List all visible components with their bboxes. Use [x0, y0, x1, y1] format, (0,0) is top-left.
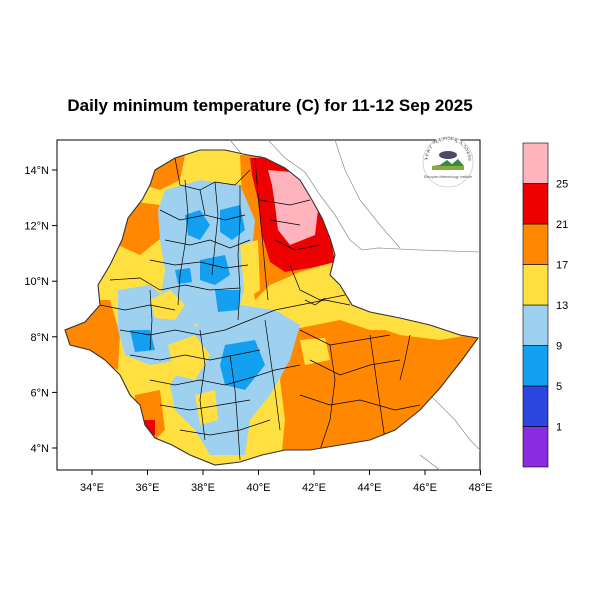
x-tick-label: 40°E — [247, 482, 271, 494]
y-tick-label: 6°N — [31, 387, 50, 399]
logo-caption: Ethiopian Meteorology Institute — [424, 175, 472, 179]
legend-label: 1 — [556, 422, 562, 434]
x-tick-label: 36°E — [136, 482, 160, 494]
legend-swatch — [522, 223, 549, 265]
legend-colorbar: 1 5 9 13 17 21 25 — [522, 142, 568, 468]
legend-swatch — [522, 345, 549, 387]
x-axis: 34°E 36°E 38°E 40°E 42°E 44°E 46°E 48°E — [80, 470, 492, 494]
x-tick-label: 38°E — [191, 482, 215, 494]
y-tick-label: 10°N — [24, 276, 49, 288]
legend-label: 17 — [556, 260, 568, 272]
x-tick-label: 42°E — [302, 482, 326, 494]
logo-arc-text: ኢትዮጵያ ሚቲዎሮሎጂ ኢንስቲትዩት — [0, 0, 472, 161]
x-tick-label: 44°E — [358, 482, 382, 494]
ethiopia-border — [64, 149, 479, 466]
y-tick-label: 4°N — [31, 443, 50, 455]
legend-label: 9 — [556, 341, 562, 353]
y-tick-label: 8°N — [31, 332, 50, 344]
temperature-field — [65, 150, 478, 465]
map-title: Daily minimum temperature (C) for 11-12 … — [67, 96, 473, 115]
legend-label: 25 — [556, 179, 568, 191]
x-tick-label: 34°E — [80, 482, 104, 494]
legend-swatch — [522, 183, 549, 225]
legend-label: 5 — [556, 381, 562, 393]
x-tick-label: 46°E — [413, 482, 437, 494]
admin-boundaries — [99, 157, 421, 461]
y-tick-label: 12°N — [24, 221, 49, 233]
y-axis: 14°N 12°N 10°N 8°N 6°N 4°N — [24, 165, 57, 455]
y-tick-label: 14°N — [24, 165, 49, 177]
legend-label: 13 — [556, 300, 568, 312]
legend-swatch — [522, 385, 549, 427]
legend-swatch — [522, 264, 549, 306]
x-tick-label: 48°E — [469, 482, 493, 494]
legend-swatch — [522, 142, 549, 184]
neighbor-borders — [229, 139, 481, 471]
legend-label: 21 — [556, 219, 568, 231]
legend-swatch — [522, 304, 549, 346]
legend-swatch — [522, 426, 549, 468]
